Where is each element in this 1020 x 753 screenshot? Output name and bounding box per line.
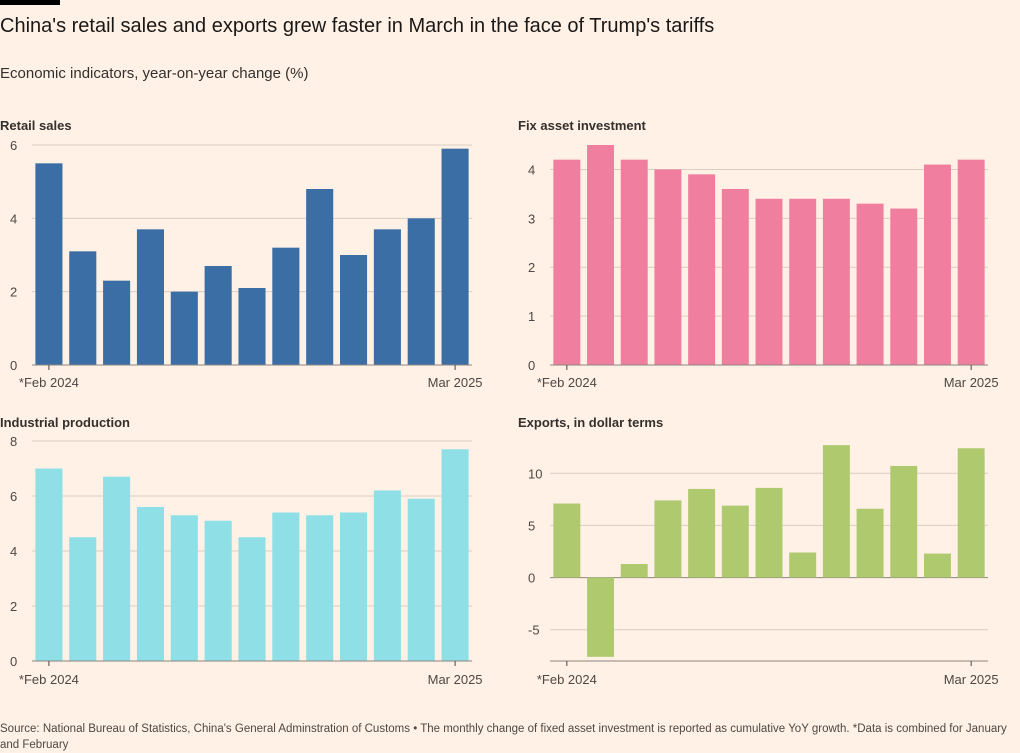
bar xyxy=(789,198,817,365)
bar xyxy=(373,490,401,661)
x-tick-label: Mar 2025 xyxy=(428,672,483,687)
source-note: Source: National Bureau of Statistics, C… xyxy=(0,723,1007,751)
bar xyxy=(654,500,682,578)
bar xyxy=(204,520,232,661)
y-tick-label: 5 xyxy=(528,518,535,533)
bar xyxy=(856,203,884,365)
bar xyxy=(340,512,368,661)
bar xyxy=(35,468,63,661)
bar xyxy=(620,159,648,365)
y-tick-label: 8 xyxy=(10,434,17,449)
bar xyxy=(688,174,716,365)
bar xyxy=(306,515,334,661)
bar xyxy=(957,159,985,365)
bar xyxy=(103,280,131,365)
y-tick-label: 4 xyxy=(528,162,535,177)
y-tick-label: 0 xyxy=(10,358,17,373)
y-tick-label: 2 xyxy=(10,599,17,614)
y-tick-label: 0 xyxy=(528,571,535,586)
bar xyxy=(587,577,615,657)
bar xyxy=(856,508,884,578)
bar xyxy=(170,515,198,661)
bar xyxy=(721,189,749,365)
bar xyxy=(306,189,334,365)
bar xyxy=(69,537,97,661)
y-tick-label: -5 xyxy=(528,623,540,638)
bar xyxy=(923,164,951,365)
bar xyxy=(822,198,850,365)
y-tick-label: 3 xyxy=(528,211,535,226)
bar xyxy=(238,288,266,365)
bar xyxy=(272,247,300,365)
fixed-asset-investment-title: Fix asset investment xyxy=(518,118,646,133)
bar xyxy=(688,488,716,578)
bar xyxy=(35,163,63,365)
bar xyxy=(587,145,615,365)
y-tick-label: 10 xyxy=(528,466,542,481)
bar xyxy=(822,445,850,578)
bar xyxy=(789,552,817,578)
x-tick-label: Mar 2025 xyxy=(944,375,999,390)
y-tick-label: 0 xyxy=(528,358,535,373)
y-tick-label: 2 xyxy=(10,285,17,300)
bar xyxy=(755,198,783,365)
bar xyxy=(238,537,266,661)
bar xyxy=(620,564,648,578)
x-tick-label: Mar 2025 xyxy=(944,672,999,687)
bar xyxy=(69,251,97,365)
exports-chart: -5 0 5 10 *Feb 2024 Mar 2025 xyxy=(528,445,999,687)
retail-sales-title: Retail sales xyxy=(0,118,72,133)
exports-title: Exports, in dollar terms xyxy=(518,415,664,430)
bar xyxy=(272,512,300,661)
x-tick-label: *Feb 2024 xyxy=(537,375,597,390)
industrial-production-title: Industrial production xyxy=(0,415,130,430)
page-subtitle: Economic indicators, year-on-year change… xyxy=(0,65,309,82)
bar xyxy=(170,291,198,365)
bar xyxy=(103,476,131,661)
bar xyxy=(654,169,682,365)
bar xyxy=(373,229,401,365)
y-tick-label: 1 xyxy=(528,309,535,324)
x-tick-label: *Feb 2024 xyxy=(19,375,79,390)
y-tick-label: 6 xyxy=(10,489,17,504)
bar xyxy=(407,218,435,365)
bar xyxy=(553,503,581,578)
bar xyxy=(441,449,469,661)
y-tick-label: 0 xyxy=(10,654,17,669)
bar xyxy=(407,498,435,661)
fixed-asset-investment-chart: 0 1 2 3 4 *Feb 2024 Mar 2025 xyxy=(528,145,999,390)
bar xyxy=(890,465,918,578)
y-tick-label: 4 xyxy=(10,544,17,559)
bar xyxy=(136,507,164,661)
x-tick-label: Mar 2025 xyxy=(428,375,483,390)
retail-sales-chart: 0 2 4 6 *Feb 2024 Mar 2025 xyxy=(10,138,483,390)
bar xyxy=(136,229,164,365)
bar xyxy=(957,448,985,578)
x-tick-label: *Feb 2024 xyxy=(19,672,79,687)
bar xyxy=(755,487,783,578)
bar xyxy=(340,255,368,365)
bar xyxy=(441,148,469,365)
industrial-production-chart: 0 2 4 6 8 *Feb 2024 Mar 2025 xyxy=(10,434,483,687)
bar xyxy=(721,505,749,578)
x-tick-label: *Feb 2024 xyxy=(537,672,597,687)
y-tick-label: 2 xyxy=(528,260,535,275)
bar xyxy=(204,266,232,365)
bar xyxy=(890,208,918,365)
bar xyxy=(923,553,951,578)
page-title: China's retail sales and exports grew fa… xyxy=(0,15,715,37)
y-tick-label: 6 xyxy=(10,138,17,153)
bar xyxy=(553,159,581,365)
brand-bar xyxy=(0,0,60,5)
y-tick-label: 4 xyxy=(10,211,17,226)
